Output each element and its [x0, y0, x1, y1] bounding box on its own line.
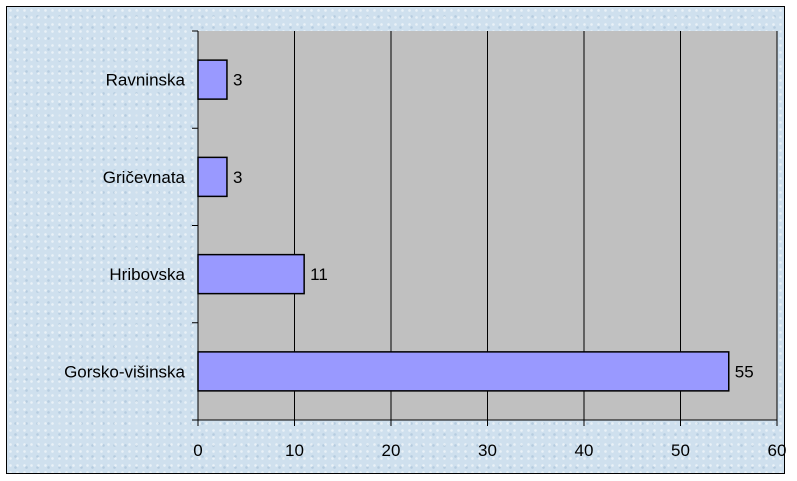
x-tick-label: 50 — [671, 441, 690, 460]
category-labels: Ravninska Gričevnata Hribovska Gorsko-višin… — [64, 71, 185, 382]
x-tick-label: 20 — [382, 441, 401, 460]
data-label: 3 — [233, 71, 242, 90]
x-tick-label: 0 — [193, 441, 202, 460]
bars — [197, 59, 730, 392]
category-label: Gorsko-višinska — [64, 362, 185, 381]
data-labels: 3 3 11 55 — [233, 71, 754, 382]
category-label: Ravninska — [106, 71, 186, 90]
category-label: Hribovska — [109, 265, 185, 284]
x-tick-label: 60 — [768, 441, 787, 460]
x-tick-label: 40 — [575, 441, 594, 460]
x-tick-label: 30 — [478, 441, 497, 460]
data-label: 55 — [735, 362, 754, 381]
bar-4 — [197, 351, 730, 392]
bar-3 — [197, 253, 305, 295]
category-label: Gričevnata — [103, 168, 186, 187]
data-label: 11 — [310, 265, 328, 284]
x-tick-label: 10 — [285, 441, 304, 460]
axis-ticks — [192, 30, 778, 426]
bar-1 — [197, 59, 228, 100]
x-tick-labels: 0 10 20 30 40 50 60 — [193, 441, 786, 460]
data-label: 3 — [233, 168, 242, 187]
bar-2 — [197, 156, 228, 198]
